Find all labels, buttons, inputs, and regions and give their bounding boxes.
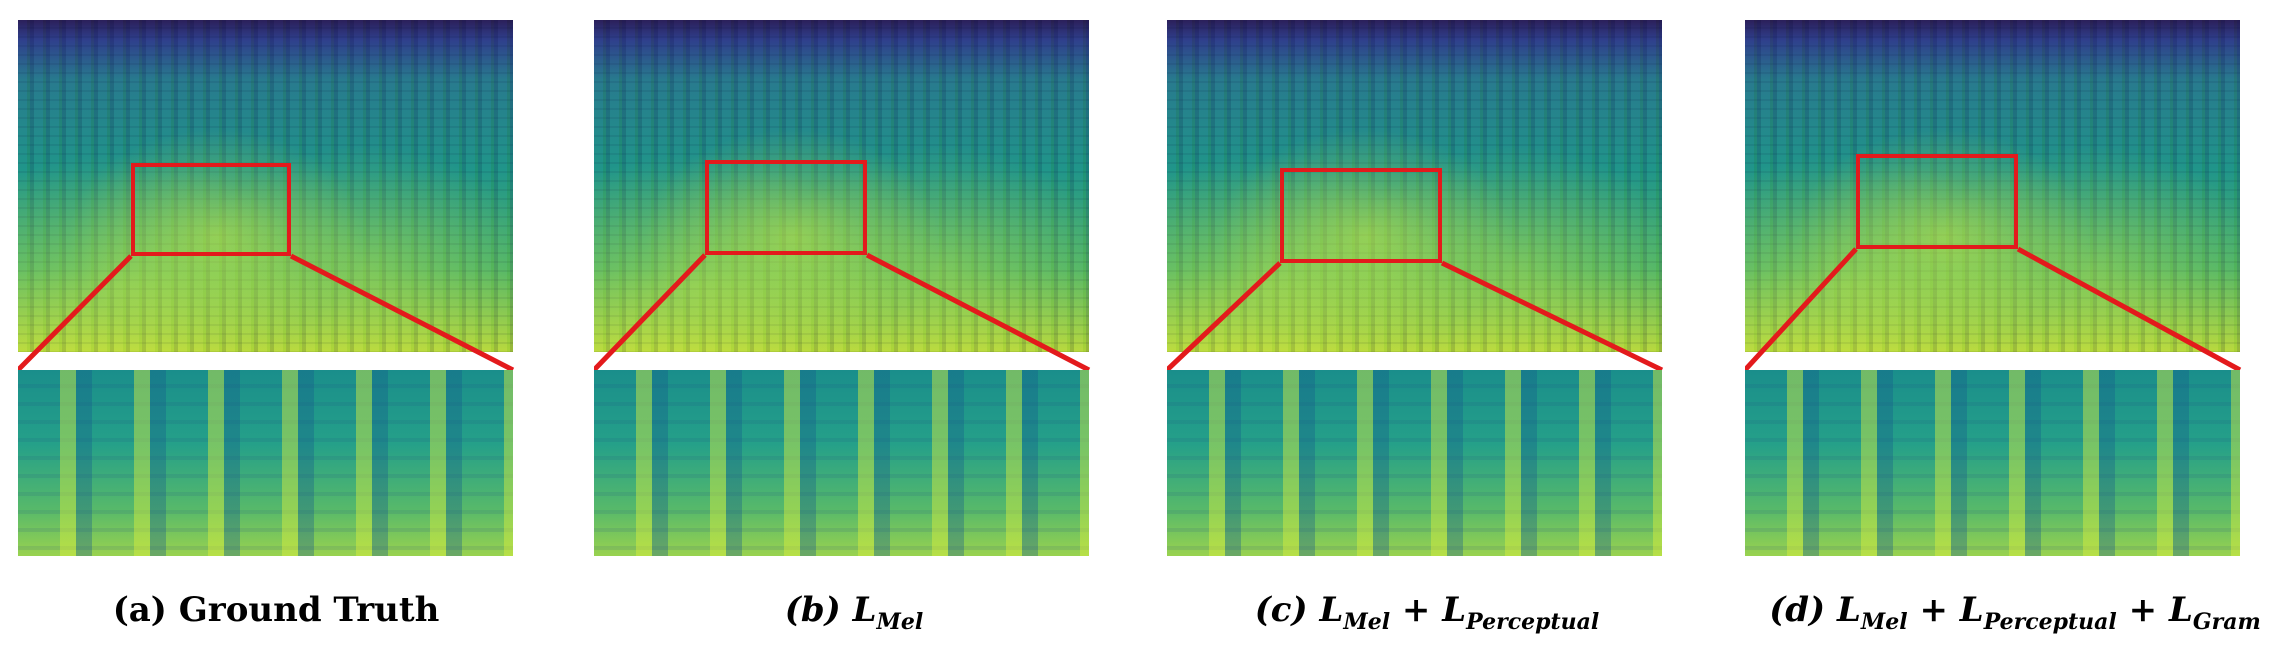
caption-d-prefix: (d) bbox=[1769, 590, 1826, 630]
zoom-spectrogram-a bbox=[18, 370, 513, 556]
caption-b: (b) LMel bbox=[594, 590, 1114, 635]
caption-b-main: L bbox=[852, 590, 877, 630]
zoom-box-c bbox=[1280, 168, 1442, 263]
panel-a: (a) Ground Truth bbox=[18, 0, 538, 670]
zoom-box-a bbox=[131, 163, 291, 256]
caption-c: (c) LMel + LPerceptual bbox=[1167, 590, 1687, 635]
caption-d-plus1: + bbox=[1919, 590, 1948, 630]
caption-d-sub3: Gram bbox=[2192, 608, 2261, 635]
zoom-spectrogram-d bbox=[1745, 370, 2240, 556]
panel-c: (c) LMel + LPerceptual bbox=[1167, 0, 1687, 670]
caption-c-sub: Mel bbox=[1343, 608, 1391, 635]
panel-b: (b) LMel bbox=[594, 0, 1114, 670]
caption-d-main: L bbox=[1836, 590, 1861, 630]
caption-d-main3: L bbox=[2168, 590, 2193, 630]
zoom-box-b bbox=[705, 160, 867, 255]
caption-d-sub2: Perceptual bbox=[1983, 608, 2117, 635]
caption-d-sub: Mel bbox=[1860, 608, 1908, 635]
caption-a-prefix: (a) bbox=[112, 590, 167, 630]
zoom-spectrogram-b bbox=[594, 370, 1089, 556]
caption-c-sub2: Perceptual bbox=[1466, 608, 1600, 635]
caption-b-prefix: (b) bbox=[784, 590, 841, 630]
caption-d-main2: L bbox=[1959, 590, 1984, 630]
caption-c-main: L bbox=[1319, 590, 1344, 630]
caption-d: (d) LMel + LPerceptual + LGram bbox=[1745, 590, 2285, 635]
caption-a: (a) Ground Truth bbox=[16, 590, 536, 630]
caption-d-plus2: + bbox=[2128, 590, 2158, 630]
zoom-spectrogram-c bbox=[1167, 370, 1662, 556]
caption-b-sub: Mel bbox=[876, 608, 924, 635]
caption-c-plus: + bbox=[1401, 590, 1431, 630]
caption-c-main2: L bbox=[1442, 590, 1467, 630]
caption-c-prefix: (c) bbox=[1254, 590, 1308, 630]
zoom-box-d bbox=[1856, 154, 2018, 249]
panel-d: (d) LMel + LPerceptual + LGram bbox=[1745, 0, 2285, 670]
spectrogram-ground-truth bbox=[18, 20, 513, 352]
caption-a-main: Ground Truth bbox=[178, 590, 440, 630]
